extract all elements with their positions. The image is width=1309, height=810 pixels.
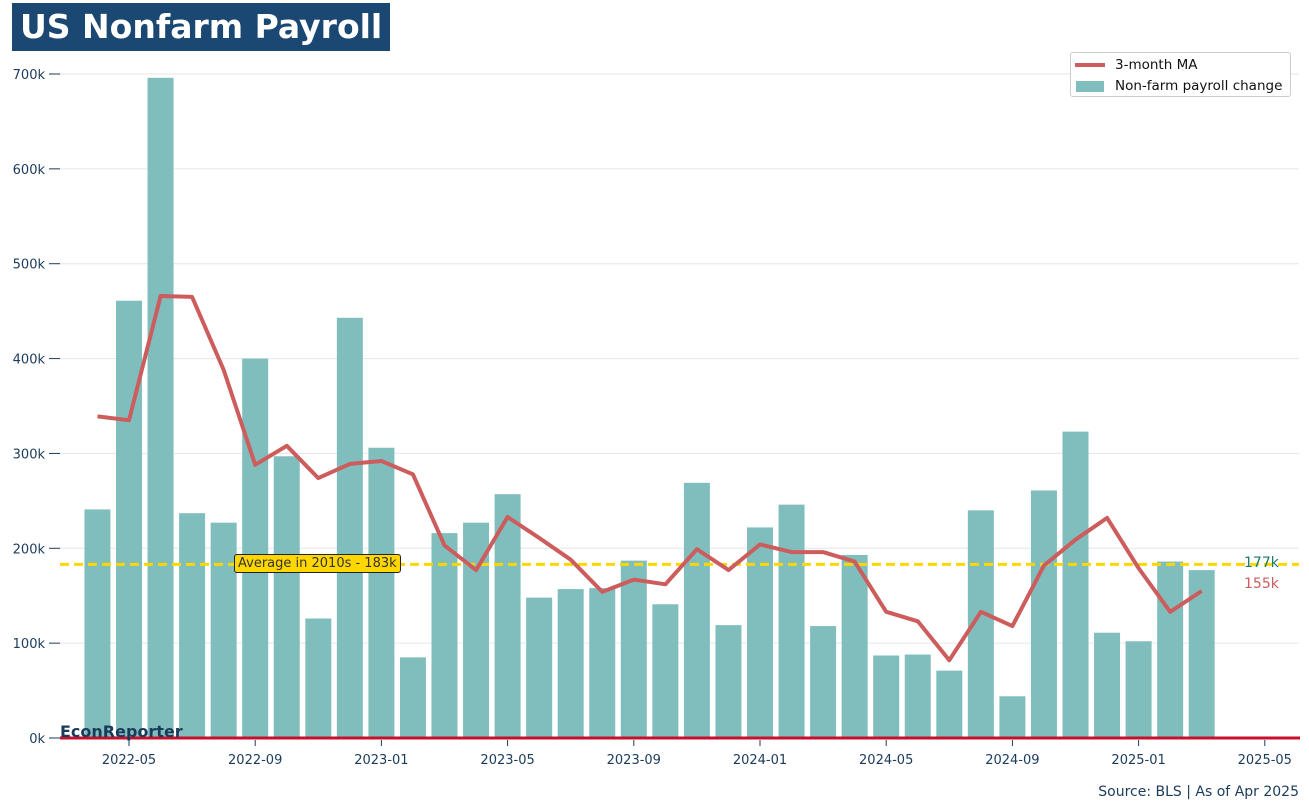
payroll-bar — [715, 625, 742, 738]
x-tick-label: 2023-01 — [354, 753, 408, 768]
payroll-bar — [841, 554, 868, 738]
payroll-bar — [399, 657, 426, 738]
payroll-bar — [557, 589, 584, 738]
x-tick-label: 2024-09 — [985, 753, 1039, 768]
payroll-bar — [179, 513, 206, 738]
payroll-bar — [778, 504, 805, 738]
source-note: Source: BLS | As of Apr 2025 — [1098, 784, 1299, 800]
payroll-bar — [210, 522, 237, 738]
payroll-bar — [747, 527, 773, 738]
ma-line — [97, 294, 1203, 663]
payroll-bar — [84, 509, 111, 738]
y-tick-label: 200k — [13, 542, 46, 557]
y-tick-label: 300k — [13, 447, 46, 462]
legend-item-ma: 3-month MA — [1075, 55, 1197, 75]
payroll-bar — [999, 696, 1026, 738]
payroll-bar — [1125, 641, 1152, 738]
y-axis: 0k 100k 200k 300k 400k 500k 600k 700k — [13, 68, 60, 747]
payroll-bar — [683, 482, 710, 738]
payroll-bar — [904, 654, 931, 738]
payroll-bar — [1094, 632, 1121, 738]
x-tick-label: 2022-05 — [102, 753, 156, 768]
payroll-bar — [242, 358, 269, 738]
payroll-bar — [368, 447, 395, 738]
x-tick-label: 2025-05 — [1238, 753, 1292, 768]
payroll-bar — [273, 456, 300, 738]
legend-bar-label: Non-farm payroll change — [1115, 78, 1283, 94]
x-tick-label: 2024-05 — [859, 753, 913, 768]
payroll-bar — [431, 533, 458, 738]
payroll-bar — [810, 626, 837, 738]
y-tick-label: 600k — [13, 163, 46, 178]
chart-title: US Nonfarm Payroll — [12, 3, 391, 51]
last-bar-value-label: 177k — [1244, 555, 1280, 571]
payroll-bar — [116, 300, 142, 738]
payroll-bar — [1062, 431, 1089, 738]
legend-item-bars: Non-farm payroll change — [1075, 76, 1282, 96]
x-tick-label: 2023-09 — [607, 753, 661, 768]
legend-ma-label: 3-month MA — [1115, 57, 1198, 73]
payroll-bar — [1157, 561, 1184, 738]
x-tick-label: 2025-01 — [1111, 753, 1165, 768]
brand-logo-text: EconReporter — [60, 722, 183, 741]
payroll-bar — [873, 655, 900, 738]
payroll-bar — [620, 560, 647, 738]
x-tick-label: 2023-05 — [480, 753, 534, 768]
y-tick-label: 0k — [29, 732, 45, 747]
x-tick-label: 2022-09 — [228, 753, 282, 768]
y-tick-label: 500k — [13, 258, 46, 273]
y-tick-label: 700k — [13, 68, 46, 83]
legend-bar-swatch — [1076, 80, 1104, 92]
payroll-bar — [1030, 490, 1057, 738]
payroll-bar — [336, 317, 363, 738]
payroll-bar — [936, 670, 963, 738]
payroll-bar — [589, 588, 616, 738]
payroll-bar — [526, 597, 553, 738]
y-tick-label: 100k — [13, 637, 46, 652]
x-axis: 2022-05 2022-09 2023-01 2023-05 2023-09 2024-… — [102, 740, 1292, 768]
legend-ma-swatch — [1075, 63, 1105, 67]
x-tick-label: 2024-01 — [733, 753, 787, 768]
payroll-bar — [652, 604, 679, 738]
legend: 3-month MA Non-farm payroll change — [1070, 52, 1291, 97]
payroll-bar — [147, 77, 174, 738]
y-tick-label: 400k — [13, 353, 46, 368]
average-line-label: Average in 2010s - 183k — [234, 554, 401, 573]
payroll-bars — [84, 77, 1215, 738]
last-ma-value-label: 155k — [1244, 576, 1280, 592]
payroll-bar — [305, 618, 332, 738]
